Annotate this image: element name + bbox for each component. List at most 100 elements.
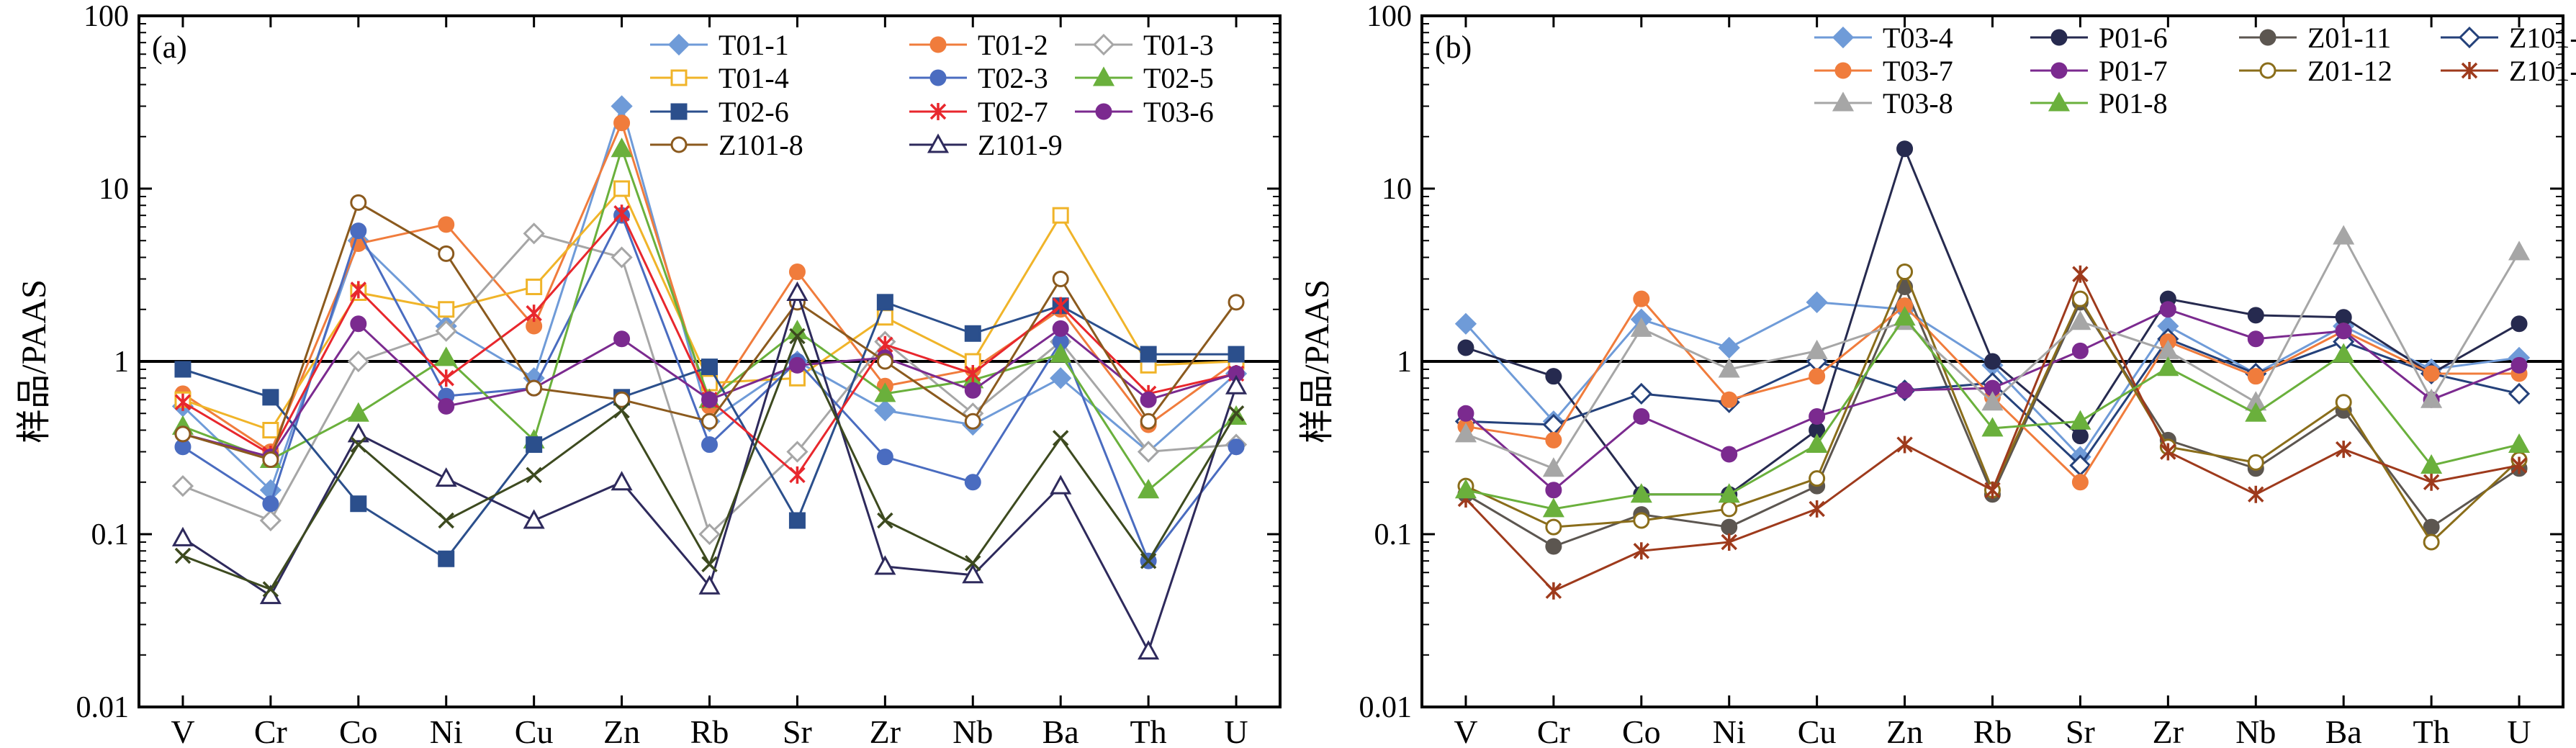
legend-marker — [2461, 62, 2478, 79]
data-point — [171, 526, 194, 546]
panel-b: 0.01 0.1 1 10 100 V Cr Co Ni Cu Zn Rb Sr Zr Nb Ba Th U 样品/… — [1298, 0, 2576, 748]
data-point — [613, 114, 631, 132]
legend-item: Z01-12 — [2239, 55, 2392, 87]
legend-marker — [929, 69, 947, 86]
data-point — [1633, 408, 1650, 425]
data-point — [1228, 346, 1245, 363]
data-point — [526, 467, 542, 484]
legend: T01-1 T01-2 T01-3 T01-4 T02-3 T02-5 T02-6 T02-7… — [650, 29, 1214, 161]
data-point — [350, 222, 367, 240]
legend-label: T02-3 — [978, 62, 1048, 94]
data-point — [1542, 497, 1564, 518]
data-point — [438, 550, 455, 567]
data-point — [964, 382, 981, 399]
data-point — [1806, 339, 1828, 359]
data-point — [1225, 374, 1248, 395]
legend-marker — [670, 69, 688, 86]
data-point — [2333, 225, 2355, 245]
series-T02-3 — [174, 207, 1245, 569]
legend-marker — [2050, 62, 2068, 79]
data-point — [2069, 410, 2091, 430]
data-point — [1457, 405, 1474, 422]
legend-label: Z01-11 — [2307, 22, 2391, 54]
data-point — [2423, 473, 2440, 491]
legend-item: Z01-11 — [2239, 22, 2391, 54]
legend-item: T03-6 — [1075, 96, 1214, 128]
data-point — [2072, 265, 2089, 283]
data-point — [1721, 518, 1738, 536]
data-point — [1806, 433, 1828, 454]
data-point — [1630, 317, 1652, 337]
y-axis-label: 样品/PAAS — [1298, 279, 1336, 443]
data-point — [2159, 301, 2176, 318]
data-point — [613, 391, 631, 408]
series-Z01-11 — [1457, 278, 2528, 555]
data-point — [350, 315, 367, 333]
legend-label: Z101-8 — [719, 129, 803, 161]
data-point — [2157, 356, 2179, 377]
data-point — [438, 397, 455, 415]
data-point — [2247, 368, 2264, 385]
data-point — [876, 449, 893, 466]
data-point — [874, 382, 896, 402]
x-tick-label: Rb — [1973, 713, 2012, 748]
x-tick-label: Ba — [2325, 713, 2362, 748]
data-point — [2247, 307, 2264, 324]
data-point — [876, 353, 893, 370]
data-point — [1984, 353, 2001, 370]
series-unlabeled-11 — [174, 328, 1245, 598]
data-point — [523, 509, 545, 529]
data-point — [1052, 297, 1069, 315]
x-tick-label: U — [2507, 713, 2531, 748]
legend-item: T01-2 — [909, 29, 1048, 61]
legend-label: T02-6 — [719, 96, 789, 128]
legend-item: Z101-9 — [909, 129, 1063, 161]
y-tick-label: 100 — [84, 0, 129, 33]
legend-label: T03-4 — [1883, 22, 1953, 54]
data-point — [1718, 358, 1740, 378]
data-point — [1633, 542, 1650, 560]
y-tick-label: 10 — [1382, 173, 1412, 206]
legend-item: T02-5 — [1075, 62, 1214, 94]
data-point — [262, 495, 279, 513]
data-point — [1052, 320, 1069, 337]
legend-label: Z01-12 — [2307, 55, 2392, 87]
data-point — [2247, 454, 2264, 471]
data-point — [1140, 346, 1157, 363]
data-point — [2510, 315, 2528, 333]
data-point — [2335, 309, 2352, 326]
x-tick-label: Sr — [783, 713, 812, 748]
legend-item: T01-3 — [1075, 29, 1214, 61]
data-point — [613, 204, 630, 222]
data-point — [877, 512, 893, 529]
data-point — [2510, 456, 2528, 474]
legend-label: Z101-3 — [2509, 22, 2576, 54]
data-point — [350, 194, 367, 211]
x-tick-label: Co — [339, 713, 378, 748]
data-point — [1545, 538, 1562, 555]
data-point — [611, 246, 633, 269]
data-point — [1052, 270, 1069, 287]
data-point — [701, 556, 718, 572]
data-point — [1721, 446, 1738, 463]
data-point — [262, 422, 279, 439]
legend-label: T01-3 — [1143, 29, 1214, 61]
series-line — [1465, 145, 2520, 496]
data-point — [262, 451, 279, 468]
data-point — [1050, 367, 1072, 389]
data-point — [438, 216, 455, 233]
x-tick-label: U — [1224, 713, 1248, 748]
legend-item: T01-1 — [650, 29, 789, 61]
x-tick-label: Zr — [870, 713, 901, 748]
x-tick-label: Ni — [430, 713, 463, 748]
data-point — [613, 402, 630, 419]
series-P01-8 — [1454, 306, 2531, 518]
data-point — [964, 325, 981, 342]
data-point — [2071, 474, 2089, 491]
data-point — [613, 330, 631, 348]
data-point — [1981, 417, 2004, 437]
data-point — [1633, 512, 1650, 529]
legend-item: P01-7 — [2030, 55, 2168, 87]
data-point — [611, 138, 633, 158]
data-point — [788, 356, 806, 374]
